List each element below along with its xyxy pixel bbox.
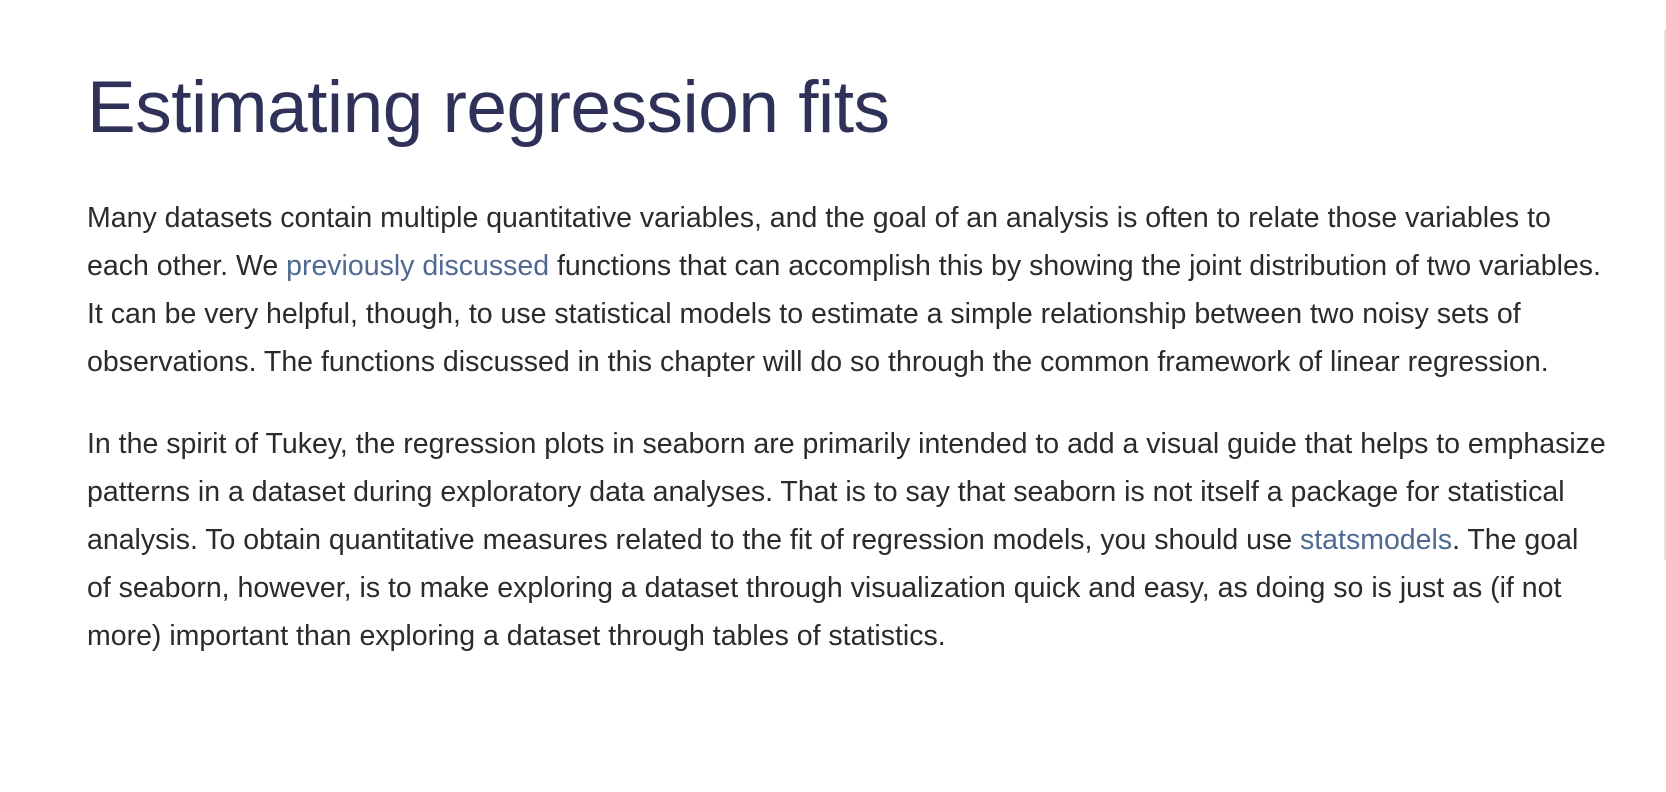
intro-text-end: functions that can accomplish this by sh… [87,250,1601,378]
page-title: Estimating regression fits [87,67,890,148]
intro-text-start: Many datasets contain multiple quantitat… [87,202,1551,282]
previously-discussed-link[interactable]: previously discussed [286,250,550,282]
tukey-text-start: In the spirit of Tukey, the regression p… [87,428,1606,556]
scrollbar-track[interactable] [1664,30,1666,560]
article-content: Estimating regression fits Many datasets… [87,62,1607,694]
tukey-paragraph: In the spirit of Tukey, the regression p… [87,420,1607,660]
intro-paragraph: Many datasets contain multiple quantitat… [87,194,1607,386]
statsmodels-link[interactable]: statsmodels [1300,524,1453,556]
tukey-text-end: . The goal of seaborn, however, is to ma… [87,524,1579,652]
